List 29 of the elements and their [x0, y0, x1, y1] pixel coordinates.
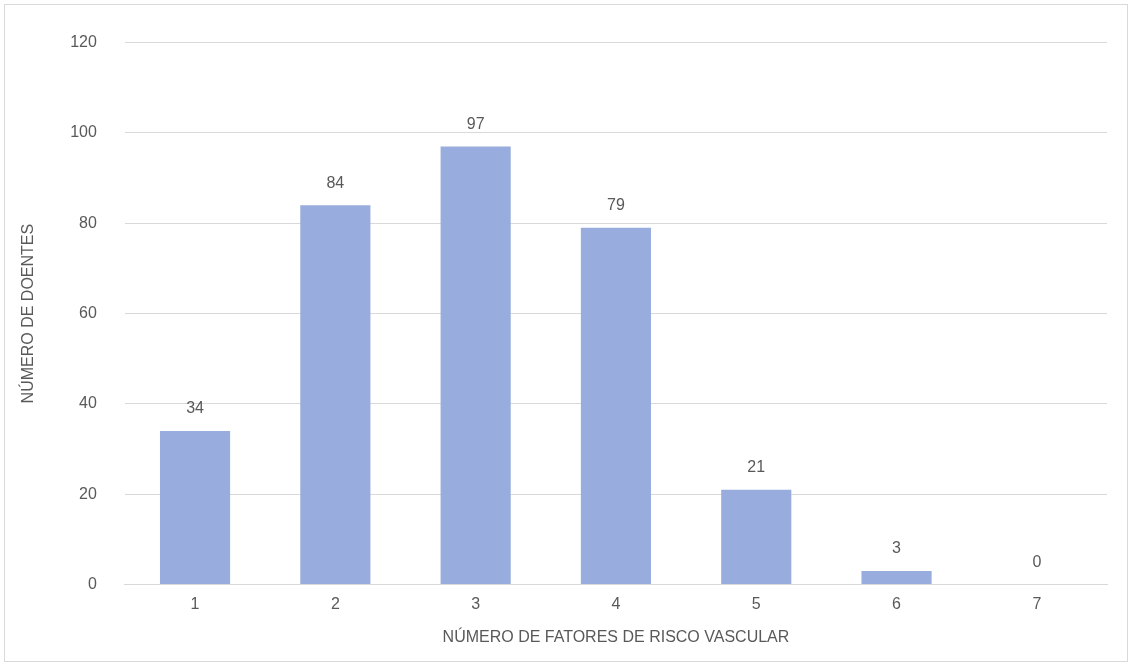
bar	[721, 489, 792, 585]
x-axis-title: NÚMERO DE FATORES DE RISCO VASCULAR	[442, 626, 790, 645]
y-axis-title: NÚMERO DE DOENTES	[18, 223, 37, 404]
y-tick-label: 100	[70, 123, 97, 141]
bar	[440, 146, 511, 585]
y-tick-label: 120	[70, 33, 97, 51]
y-tick-label: 0	[87, 575, 97, 593]
x-tick-label: 4	[611, 594, 621, 612]
y-tick-label: 40	[79, 394, 97, 412]
y-tick-label: 80	[79, 213, 97, 231]
bar	[159, 431, 231, 585]
x-tick-label: 1	[190, 594, 200, 612]
x-tick-label: 6	[892, 594, 902, 612]
data-label: 97	[466, 114, 485, 132]
data-label: 34	[186, 399, 205, 417]
data-label: 0	[1032, 553, 1042, 571]
bar	[861, 571, 932, 585]
x-tick-label: 3	[471, 594, 481, 612]
x-tick-label: 5	[751, 594, 761, 612]
data-label: 79	[607, 196, 625, 214]
bar	[580, 227, 652, 585]
x-tick-label: 2	[330, 594, 340, 612]
data-label: 21	[747, 458, 766, 476]
y-tick-label: 20	[79, 484, 97, 502]
data-label: 3	[892, 539, 902, 557]
x-tick-label: 7	[1032, 594, 1042, 612]
data-label: 84	[326, 173, 345, 191]
bar	[300, 205, 371, 585]
y-tick-label: 60	[79, 304, 97, 322]
